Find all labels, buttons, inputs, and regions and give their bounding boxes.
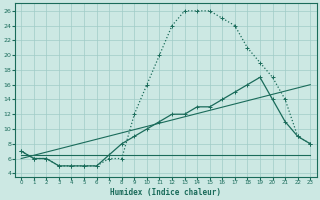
- X-axis label: Humidex (Indice chaleur): Humidex (Indice chaleur): [110, 188, 221, 197]
